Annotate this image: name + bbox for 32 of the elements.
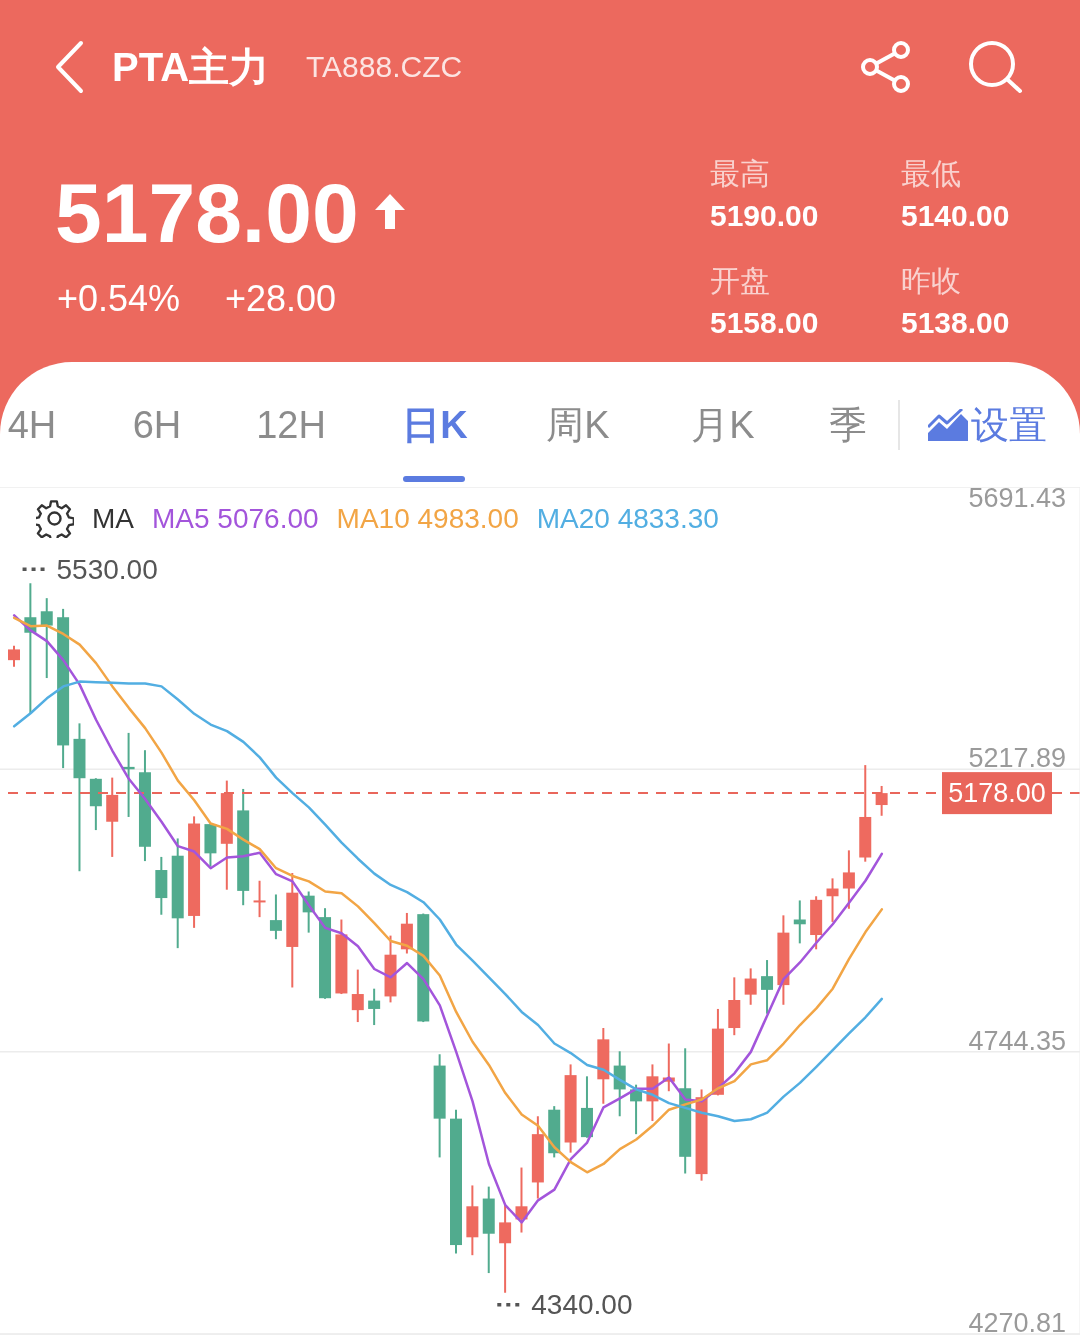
text: 月K <box>691 404 755 446</box>
text: 设置 <box>971 404 1047 446</box>
y-tick-label: 5217.89 <box>968 743 1066 774</box>
text: 5158.00 <box>710 306 819 339</box>
text: MA10 4983.00 <box>336 503 519 535</box>
text: 最低 <box>901 157 961 190</box>
text: MA5 5076.00 <box>152 503 319 535</box>
text: 6H <box>132 404 182 446</box>
text: 5138.00 <box>901 306 1010 339</box>
y-tick-label: 4744.35 <box>968 1025 1066 1056</box>
y-tick-label: 4270.81 <box>968 1308 1066 1338</box>
text: 5178.00 <box>55 166 359 260</box>
text: 周K <box>546 404 610 446</box>
text: 昨收 <box>901 264 961 297</box>
text: +0.54% <box>57 278 181 319</box>
annotation: 5530.00 <box>56 553 158 585</box>
text: +28.00 <box>225 278 337 319</box>
y-tick-label: 5691.43 <box>968 483 1066 513</box>
text: 12H <box>256 404 326 446</box>
text: 开盘 <box>710 264 770 297</box>
chart-subtitle: TA888.CZC <box>306 50 463 83</box>
annotation: 5178.00 <box>948 778 1046 809</box>
text: 4H <box>7 404 57 446</box>
text: 5140.00 <box>901 199 1010 232</box>
text: 日K <box>402 404 468 446</box>
text: MA20 4833.30 <box>536 503 719 535</box>
text: 5190.00 <box>710 199 819 232</box>
text: 季 <box>829 404 867 446</box>
annotation: 4340.00 <box>531 1289 633 1321</box>
legend-title: MA <box>92 503 134 535</box>
text: 最高 <box>710 157 770 190</box>
chart-title: PTA主力 <box>112 45 270 89</box>
